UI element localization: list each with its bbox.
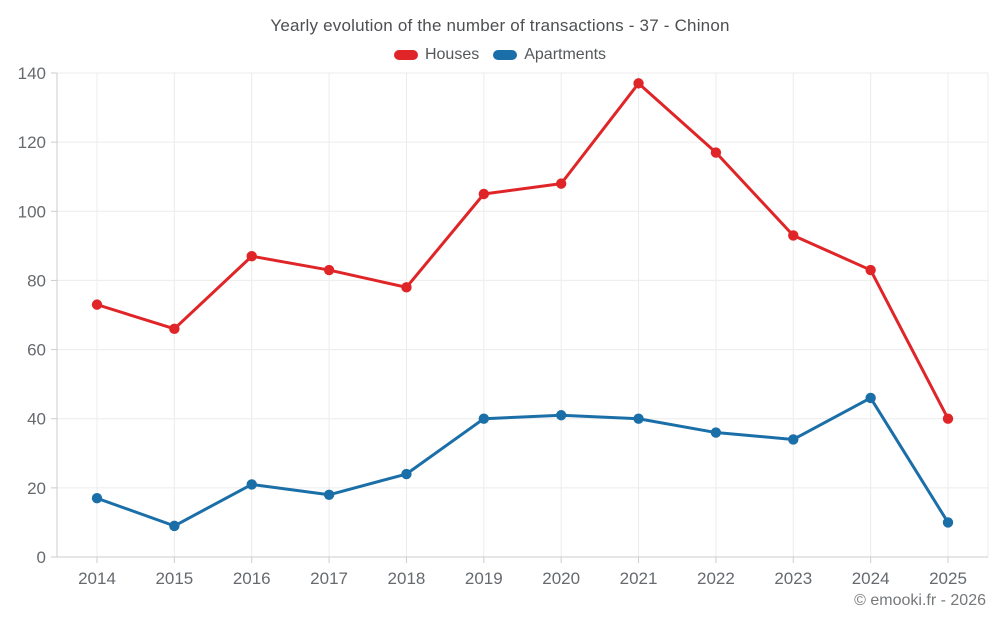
x-tick-label-2025: 2025	[929, 569, 967, 588]
apartments-legend-swatch-icon	[493, 50, 518, 60]
houses-point-2021[interactable]	[633, 78, 644, 89]
apartments-point-2019[interactable]	[478, 413, 490, 424]
houses-point-2018[interactable]	[401, 282, 412, 293]
apartments-point-2018[interactable]	[401, 468, 412, 480]
legend-item-houses[interactable]: Houses	[393, 46, 480, 64]
footer-credit: © emooki.fr - 2026	[854, 592, 986, 609]
x-tick-label-2022: 2022	[697, 569, 735, 588]
houses-point-2014[interactable]	[91, 299, 103, 310]
x-tick-label-2018: 2018	[388, 569, 426, 588]
houses-legend-swatch-icon	[393, 50, 418, 60]
apartments-point-2025[interactable]	[942, 517, 954, 528]
y-tick-label-120: 120	[18, 133, 46, 152]
x-tick-label-2019: 2019	[465, 569, 503, 588]
x-tick-label-2014: 2014	[78, 569, 116, 588]
y-tick-label-80: 80	[27, 271, 46, 290]
apartments-point-2014[interactable]	[91, 493, 103, 504]
apartments-point-2015[interactable]	[169, 520, 180, 532]
chart-title: Yearly evolution of the number of transa…	[270, 16, 730, 35]
y-tick-label-20: 20	[27, 479, 46, 498]
houses-point-2016[interactable]	[246, 251, 257, 262]
x-tick-label-2017: 2017	[310, 569, 348, 588]
apartments-point-2020[interactable]	[555, 410, 567, 421]
houses-point-2023[interactable]	[788, 230, 799, 241]
x-tick-label-2024: 2024	[852, 569, 890, 588]
houses-point-2020[interactable]	[555, 178, 567, 189]
legend-item-apartments[interactable]: Apartments	[493, 46, 606, 64]
apartments-point-2024[interactable]	[865, 392, 876, 404]
houses-point-2022[interactable]	[710, 147, 722, 158]
apartments-point-2021[interactable]	[633, 413, 644, 424]
legend-label-apartments: Apartments	[524, 46, 607, 63]
houses-point-2019[interactable]	[478, 188, 490, 200]
x-tick-label-2021: 2021	[620, 569, 658, 588]
houses-line	[95, 81, 950, 421]
y-tick-label-100: 100	[18, 202, 46, 221]
apartments-line	[95, 396, 950, 528]
x-tick-label-2020: 2020	[542, 569, 580, 588]
y-tick-label-0: 0	[37, 548, 46, 567]
legend-label-houses: Houses	[424, 46, 480, 63]
y-tick-label-40: 40	[27, 410, 46, 429]
houses-point-2024[interactable]	[865, 264, 876, 276]
chart-legend: Houses Apartments	[0, 46, 1000, 64]
apartments-point-2016[interactable]	[246, 479, 257, 490]
apartments-point-2023[interactable]	[788, 434, 799, 445]
houses-point-2025[interactable]	[942, 413, 954, 424]
y-tick-label-140: 140	[18, 64, 46, 83]
apartments-point-2022[interactable]	[710, 427, 722, 438]
x-tick-label-2016: 2016	[233, 569, 271, 588]
x-tick-label-2015: 2015	[155, 569, 193, 588]
houses-point-2015[interactable]	[169, 323, 180, 335]
apartments-point-2017[interactable]	[323, 489, 335, 500]
x-tick-label-2023: 2023	[774, 569, 812, 588]
y-tick-label-60: 60	[27, 341, 46, 360]
houses-point-2017[interactable]	[323, 264, 335, 276]
